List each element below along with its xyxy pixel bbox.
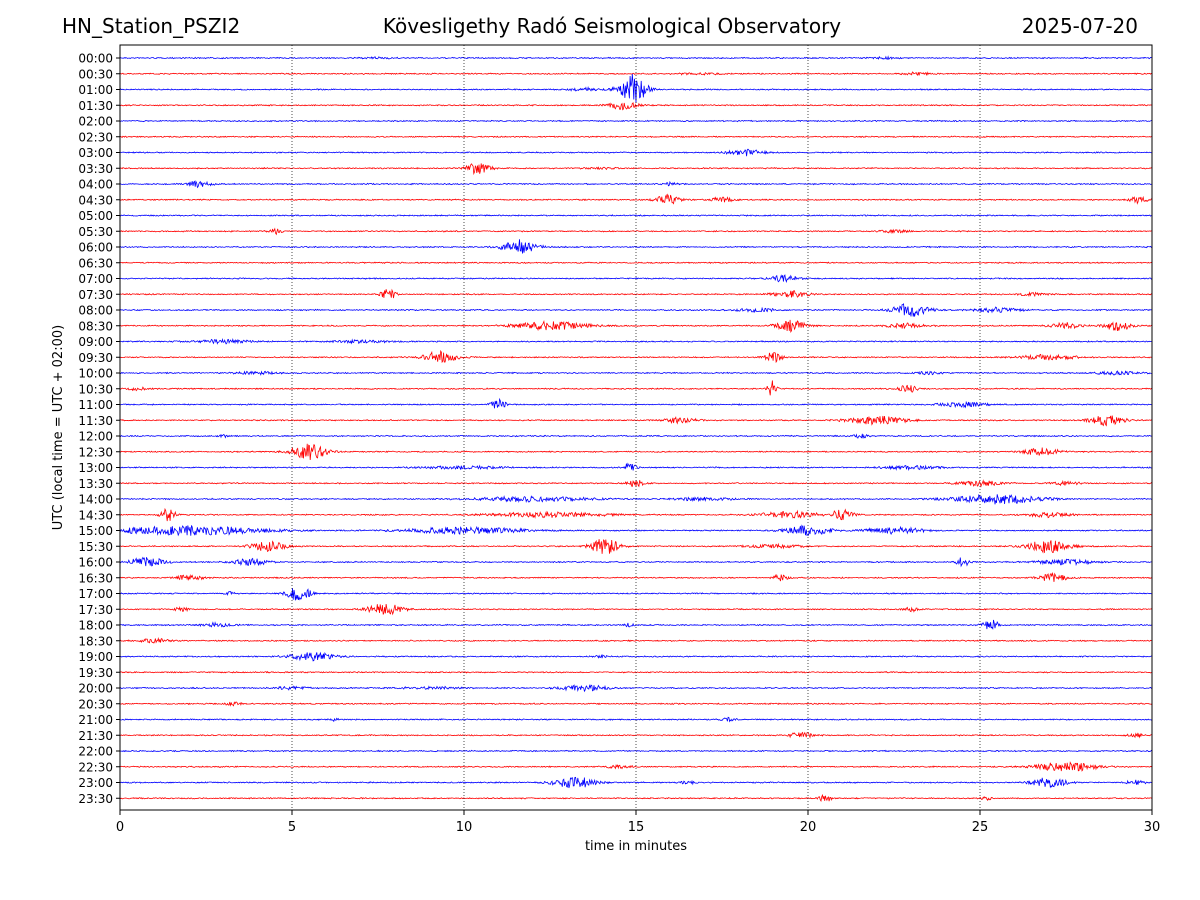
y-tick-label: 00:00 [78,52,113,66]
x-axis: 0 5 10 15 20 25 30 [116,810,1160,835]
trace-1000 [119,370,1153,376]
y-tick-label: 19:00 [78,650,113,664]
x-tick-label: 5 [288,820,296,835]
trace-0700 [119,274,1153,284]
trace-0830 [119,319,1153,333]
trace-0800 [119,303,1153,317]
trace-2100 [119,716,1153,723]
y-tick-label: 22:30 [78,760,113,774]
trace-0730 [119,288,1153,299]
y-tick-label: 07:30 [78,288,113,302]
y-tick-label: 03:00 [78,146,113,160]
y-tick-label: 17:00 [78,587,113,601]
y-tick-label: 20:00 [78,682,113,696]
y-tick-label: 02:30 [78,130,113,144]
y-tick-label: 22:00 [78,745,113,759]
y-tick-label: 04:30 [78,193,113,207]
y-tick-label: 19:30 [78,666,113,680]
y-tick-label: 16:00 [78,556,113,570]
y-tick-label: 11:00 [78,398,113,412]
trace-1630 [119,571,1153,582]
trace-1300 [119,462,1153,472]
y-tick-label: 07:00 [78,272,113,286]
trace-1100 [119,397,1153,409]
trace-1430 [119,507,1153,522]
trace-1200 [119,433,1153,439]
y-tick-label: 05:30 [78,225,113,239]
y-tick-label: 15:30 [78,540,113,554]
y-tick-label: 23:30 [78,792,113,806]
x-tick-label: 15 [628,820,645,835]
y-tick-label: 00:30 [78,67,113,81]
trace-0630 [119,261,1153,265]
y-tick-label: 21:30 [78,729,113,743]
trace-0300 [119,148,1153,157]
trace-1830 [119,636,1153,644]
x-tick-label: 20 [800,820,817,835]
chart-title: Kövesligethy Radó Seismological Observat… [382,14,842,38]
y-tick-label: 04:00 [78,178,113,192]
trace-0400 [119,180,1153,189]
y-tick-label: 13:00 [78,461,113,475]
gridline-group [291,45,981,810]
y-tick-label: 15:00 [78,524,113,538]
y-tick-label: 23:00 [78,776,113,790]
y-tick-label: 05:00 [78,209,113,223]
trace-0230 [119,135,1153,139]
y-tick-label: 10:30 [78,382,113,396]
y-tick-label: 20:30 [78,697,113,711]
y-tick-label: 06:30 [78,256,113,270]
y-tick-label: 14:30 [78,508,113,522]
trace-2130 [119,731,1153,739]
y-tick-label: 10:00 [78,367,113,381]
x-tick-label: 30 [1144,820,1161,835]
y-tick-label: 09:00 [78,335,113,349]
trace-0900 [119,337,1152,345]
x-tick-label: 10 [456,820,473,835]
trace-1500 [119,524,1153,537]
date-label: 2025-07-20 [1021,14,1138,38]
trace-0030 [119,71,1153,77]
trace-2030 [119,701,1153,707]
y-tick-label: 09:30 [78,351,113,365]
y-tick-label: 13:30 [78,477,113,491]
y-tick-label: 01:30 [78,99,113,113]
trace-0500 [119,214,1153,217]
y-tick-label: 18:00 [78,619,113,633]
trace-0430 [119,193,1153,205]
y-tick-label: 08:00 [78,304,113,318]
x-tick-label: 25 [972,820,989,835]
y-axis-label: UTC (local time = UTC + 02:00) [51,325,66,530]
trace-1030 [119,380,1153,396]
station-label: HN_Station_PSZI2 [62,14,241,38]
y-tick-label: 06:00 [78,241,113,255]
y-tick-label: 17:30 [78,603,113,617]
y-tick-label: 01:00 [78,83,113,97]
y-tick-label: 03:30 [78,162,113,176]
trace-1900 [119,651,1153,662]
x-tick-label: 0 [116,820,124,835]
y-tick-label: 12:30 [78,445,113,459]
x-axis-label: time in minutes [585,839,687,854]
y-tick-label: 18:30 [78,634,113,648]
y-tick-label: 08:30 [78,319,113,333]
y-tick-label: 14:00 [78,493,113,507]
y-tick-label: 16:30 [78,571,113,585]
y-tick-label: 12:00 [78,430,113,444]
y-tick-label: 21:00 [78,713,113,727]
trace-2230 [119,761,1153,772]
y-tick-label: 11:30 [78,414,113,428]
trace-2300 [119,776,1153,789]
trace-1230 [119,443,1153,461]
trace-0000 [119,55,1153,60]
y-tick-label: 02:00 [78,115,113,129]
